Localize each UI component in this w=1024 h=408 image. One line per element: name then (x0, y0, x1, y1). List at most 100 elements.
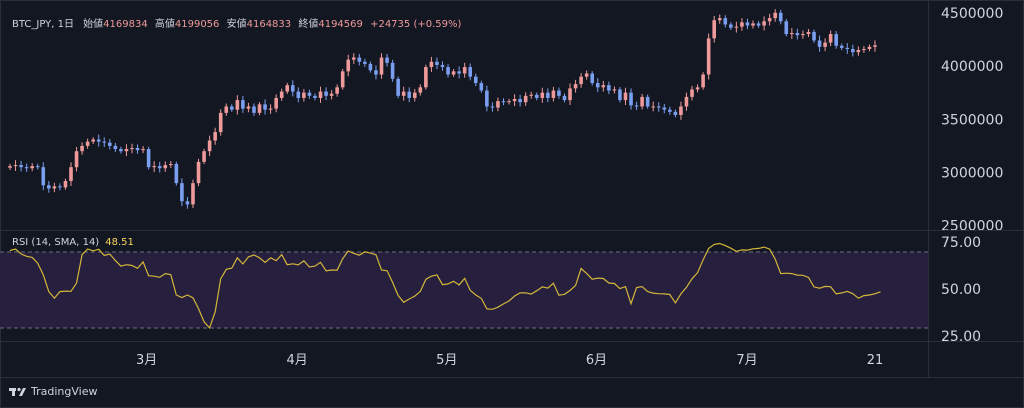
candle (501, 98, 506, 106)
candle (307, 89, 312, 99)
candle (851, 44, 855, 57)
candle-body (307, 92, 312, 96)
candle (141, 146, 145, 154)
candle (468, 63, 473, 81)
candle (601, 80, 606, 92)
candle (335, 84, 339, 97)
candle-body (762, 21, 766, 26)
candle-body (457, 71, 461, 74)
candle (368, 61, 373, 73)
candle (440, 61, 445, 71)
candle-body (196, 161, 201, 184)
candle (69, 162, 73, 186)
candle (279, 88, 284, 101)
candle (523, 92, 528, 106)
price-tick-label: 3500000 (941, 112, 1003, 128)
candle-body (24, 167, 29, 169)
candle-body (828, 34, 833, 43)
candle-body (540, 92, 545, 98)
candle-body (729, 24, 733, 28)
candle (679, 101, 683, 120)
symbol-label[interactable]: BTC_JPY, 1日 (12, 19, 74, 30)
high-label: 高値 (154, 19, 175, 30)
candle (302, 89, 306, 102)
candle-body (579, 76, 583, 85)
candle-body (207, 140, 212, 152)
candle-body (379, 57, 384, 75)
candle-body (629, 92, 633, 106)
candle-body (335, 87, 339, 94)
candle (656, 102, 661, 112)
candle (24, 163, 29, 172)
candle (479, 80, 484, 93)
candle-body (712, 20, 716, 39)
rsi-value: 48.51 (105, 237, 134, 248)
candle-body (806, 31, 811, 35)
candle (252, 103, 256, 116)
rsi-legend[interactable]: RSI (14, SMA, 14) 48.51 (12, 237, 134, 248)
candle (823, 38, 827, 52)
candle-body (218, 112, 223, 133)
candle (296, 87, 301, 103)
candle (834, 31, 838, 49)
candle-body (146, 149, 151, 168)
candle-body (135, 148, 140, 151)
candle-body (778, 12, 783, 22)
candle-body (662, 107, 667, 110)
candle-body (69, 167, 73, 182)
candle-body (141, 149, 145, 151)
candle (623, 87, 628, 105)
candle-body (418, 87, 423, 93)
candle-body (396, 78, 400, 96)
price-legend[interactable]: BTC_JPY, 1日 始値4169834 高値4199056 安値416483… (12, 15, 465, 30)
candle-body (856, 50, 861, 53)
time-tick-label: 3月 (136, 353, 157, 368)
candle-body (35, 166, 40, 168)
low-value: 4164833 (246, 19, 292, 30)
rsi-tick-label: 25.00 (941, 329, 981, 345)
rsi-label[interactable]: RSI (14, SMA, 14) (12, 237, 100, 248)
candle (340, 69, 345, 90)
tradingview-logo[interactable]: TradingView (9, 385, 97, 398)
candle-body (839, 45, 844, 48)
candle-body (313, 95, 317, 98)
candle (873, 40, 877, 52)
candle-body (601, 85, 606, 88)
candle (8, 163, 12, 171)
candle (734, 21, 739, 33)
candle (740, 18, 744, 31)
candle-body (185, 201, 190, 205)
candle-body (340, 71, 345, 88)
candle-body (63, 181, 68, 188)
low-label: 安値 (226, 19, 247, 30)
candle-body (174, 163, 179, 184)
candle (191, 179, 195, 209)
candle-body (512, 99, 517, 102)
candle (795, 28, 800, 40)
rsi-line (9, 242, 881, 330)
candle-body (773, 12, 777, 19)
candle (612, 86, 617, 94)
candle (540, 87, 545, 103)
candle (196, 158, 201, 187)
pane-separator[interactable] (0, 230, 1024, 231)
candle (285, 82, 290, 94)
price-tick-label: 2500000 (941, 219, 1003, 235)
candle (135, 144, 140, 154)
candle-body (52, 186, 57, 189)
candle (246, 102, 251, 113)
candle-body (412, 92, 417, 98)
candle-body (318, 91, 323, 98)
candle (357, 53, 362, 66)
candle-body (623, 92, 628, 101)
brand-label: TradingView (31, 385, 98, 398)
candle (290, 80, 295, 97)
candle (806, 28, 811, 38)
candle (690, 85, 694, 101)
candle-body (351, 57, 356, 60)
candle (662, 103, 667, 114)
candle-body (91, 139, 95, 142)
candle-body (285, 85, 290, 92)
